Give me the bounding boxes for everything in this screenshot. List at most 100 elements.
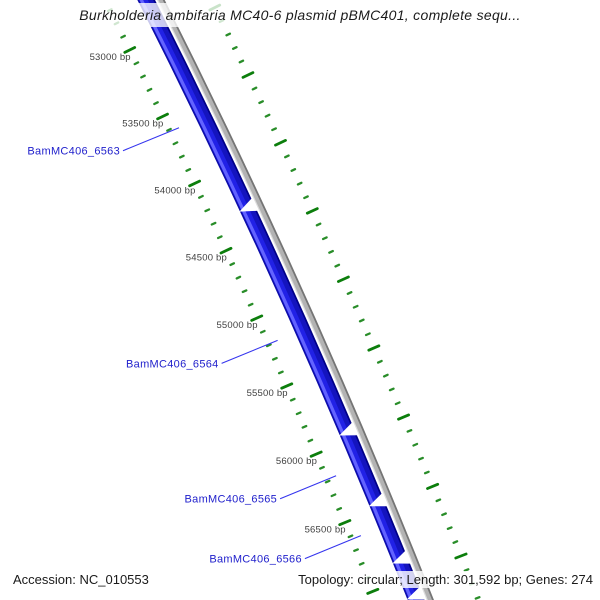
minor-tick bbox=[146, 87, 153, 92]
gene-boundaries bbox=[239, 197, 426, 600]
minor-tick bbox=[264, 113, 271, 118]
minor-tick bbox=[258, 100, 264, 105]
minor-tick bbox=[452, 540, 459, 544]
minor-tick bbox=[296, 181, 303, 186]
minor-tick bbox=[295, 411, 302, 416]
minor-tick bbox=[382, 373, 389, 378]
minor-tick bbox=[271, 356, 278, 361]
minor-tick bbox=[358, 318, 365, 323]
minor-tick bbox=[225, 32, 232, 37]
minor-tick bbox=[336, 507, 343, 511]
minor-tick bbox=[172, 141, 179, 146]
accession-status: Accession: NC_010553 bbox=[10, 571, 152, 588]
minor-tick bbox=[321, 236, 328, 241]
major-tick bbox=[336, 275, 350, 283]
minor-tick bbox=[277, 370, 284, 375]
minor-tick bbox=[352, 304, 359, 309]
minor-tick bbox=[166, 127, 172, 132]
gene-label[interactable]: BamMC406_6564 bbox=[126, 358, 219, 370]
major-tick bbox=[219, 246, 233, 255]
minor-tick bbox=[334, 263, 341, 268]
minor-tick bbox=[330, 493, 337, 498]
minor-tick bbox=[241, 289, 248, 294]
minor-tick bbox=[435, 498, 442, 503]
minor-tick bbox=[247, 302, 254, 307]
gene-leader-line bbox=[304, 535, 362, 560]
gene-arc-band[interactable] bbox=[116, 0, 438, 600]
tick-label: 54000 bp bbox=[154, 185, 195, 196]
tick-label: 55000 bp bbox=[216, 320, 257, 331]
minor-tick bbox=[289, 397, 296, 402]
minor-tick bbox=[185, 168, 192, 172]
minor-tick bbox=[412, 442, 419, 447]
ruler-tick-arcs bbox=[106, 3, 481, 600]
gene-leader-line bbox=[221, 339, 278, 364]
minor-tick bbox=[446, 526, 453, 530]
minor-tick bbox=[307, 438, 314, 443]
minor-tick bbox=[423, 470, 430, 475]
tick-label: 53500 bp bbox=[122, 119, 163, 130]
major-tick bbox=[241, 71, 255, 79]
minor-tick bbox=[376, 359, 383, 364]
minor-tick bbox=[133, 61, 140, 66]
major-tick bbox=[454, 552, 468, 560]
minor-tick bbox=[388, 387, 395, 392]
major-tick bbox=[156, 112, 169, 121]
gene-labels: BamMC406_6563 BamMC406_6564 BamMC406_6565 B… bbox=[27, 127, 362, 566]
minor-tick bbox=[347, 534, 354, 539]
minor-tick bbox=[210, 221, 217, 226]
sequence-title: Burkholderia ambifaria MC40-6 plasmid pB… bbox=[72, 3, 528, 27]
gene-label[interactable]: BamMC406_6566 bbox=[209, 554, 302, 566]
minor-tick bbox=[303, 195, 309, 200]
tick-label: 55500 bp bbox=[247, 388, 288, 399]
major-tick bbox=[188, 179, 202, 188]
ruler-labels: 53000 bp 53500 bp 54000 bp 54500 bp 55000 bp… bbox=[90, 52, 346, 536]
major-tick bbox=[274, 138, 287, 147]
major-tick bbox=[305, 207, 319, 215]
gene-boundary-notch bbox=[368, 492, 388, 507]
minor-tick bbox=[198, 194, 204, 199]
gene-boundary-notch bbox=[239, 197, 259, 212]
major-tick bbox=[123, 46, 137, 54]
major-tick bbox=[338, 519, 352, 527]
gene-leader-line bbox=[122, 127, 180, 152]
minor-tick bbox=[140, 74, 146, 79]
gene-leader-line bbox=[279, 475, 337, 500]
major-tick bbox=[309, 450, 323, 458]
minor-tick bbox=[474, 596, 481, 600]
minor-tick bbox=[346, 291, 353, 295]
major-tick bbox=[397, 413, 411, 421]
minor-tick bbox=[394, 401, 401, 406]
minor-tick bbox=[328, 249, 334, 254]
gene-label[interactable]: BamMC406_6563 bbox=[27, 146, 120, 158]
minor-tick bbox=[238, 59, 245, 64]
minor-tick bbox=[120, 34, 126, 39]
minor-tick bbox=[319, 465, 325, 470]
gene-boundary-notch bbox=[392, 550, 412, 564]
minor-tick bbox=[315, 222, 322, 227]
gene-label[interactable]: BamMC406_6565 bbox=[185, 494, 278, 506]
gene-boundary-notch bbox=[339, 422, 359, 436]
minor-tick bbox=[358, 561, 365, 566]
gene-band-inner-edge bbox=[137, 0, 410, 600]
topology-status: Topology: circular; Length: 301,592 bp; … bbox=[295, 571, 596, 588]
minor-tick bbox=[353, 548, 359, 552]
minor-tick bbox=[441, 512, 447, 517]
minor-tick bbox=[418, 456, 424, 461]
minor-tick bbox=[284, 154, 290, 159]
tick-label: 54500 bp bbox=[186, 253, 227, 264]
minor-tick bbox=[216, 235, 223, 240]
minor-tick bbox=[364, 332, 371, 337]
minor-tick bbox=[406, 429, 413, 433]
major-tick bbox=[426, 482, 440, 490]
minor-tick bbox=[251, 86, 258, 91]
minor-tick bbox=[463, 568, 470, 572]
minor-tick bbox=[178, 154, 185, 159]
gene-boundary-notch bbox=[406, 586, 426, 600]
major-tick bbox=[280, 382, 294, 390]
tick-label: 56500 bp bbox=[305, 525, 346, 536]
minor-tick bbox=[259, 329, 266, 334]
minor-tick bbox=[301, 424, 308, 429]
